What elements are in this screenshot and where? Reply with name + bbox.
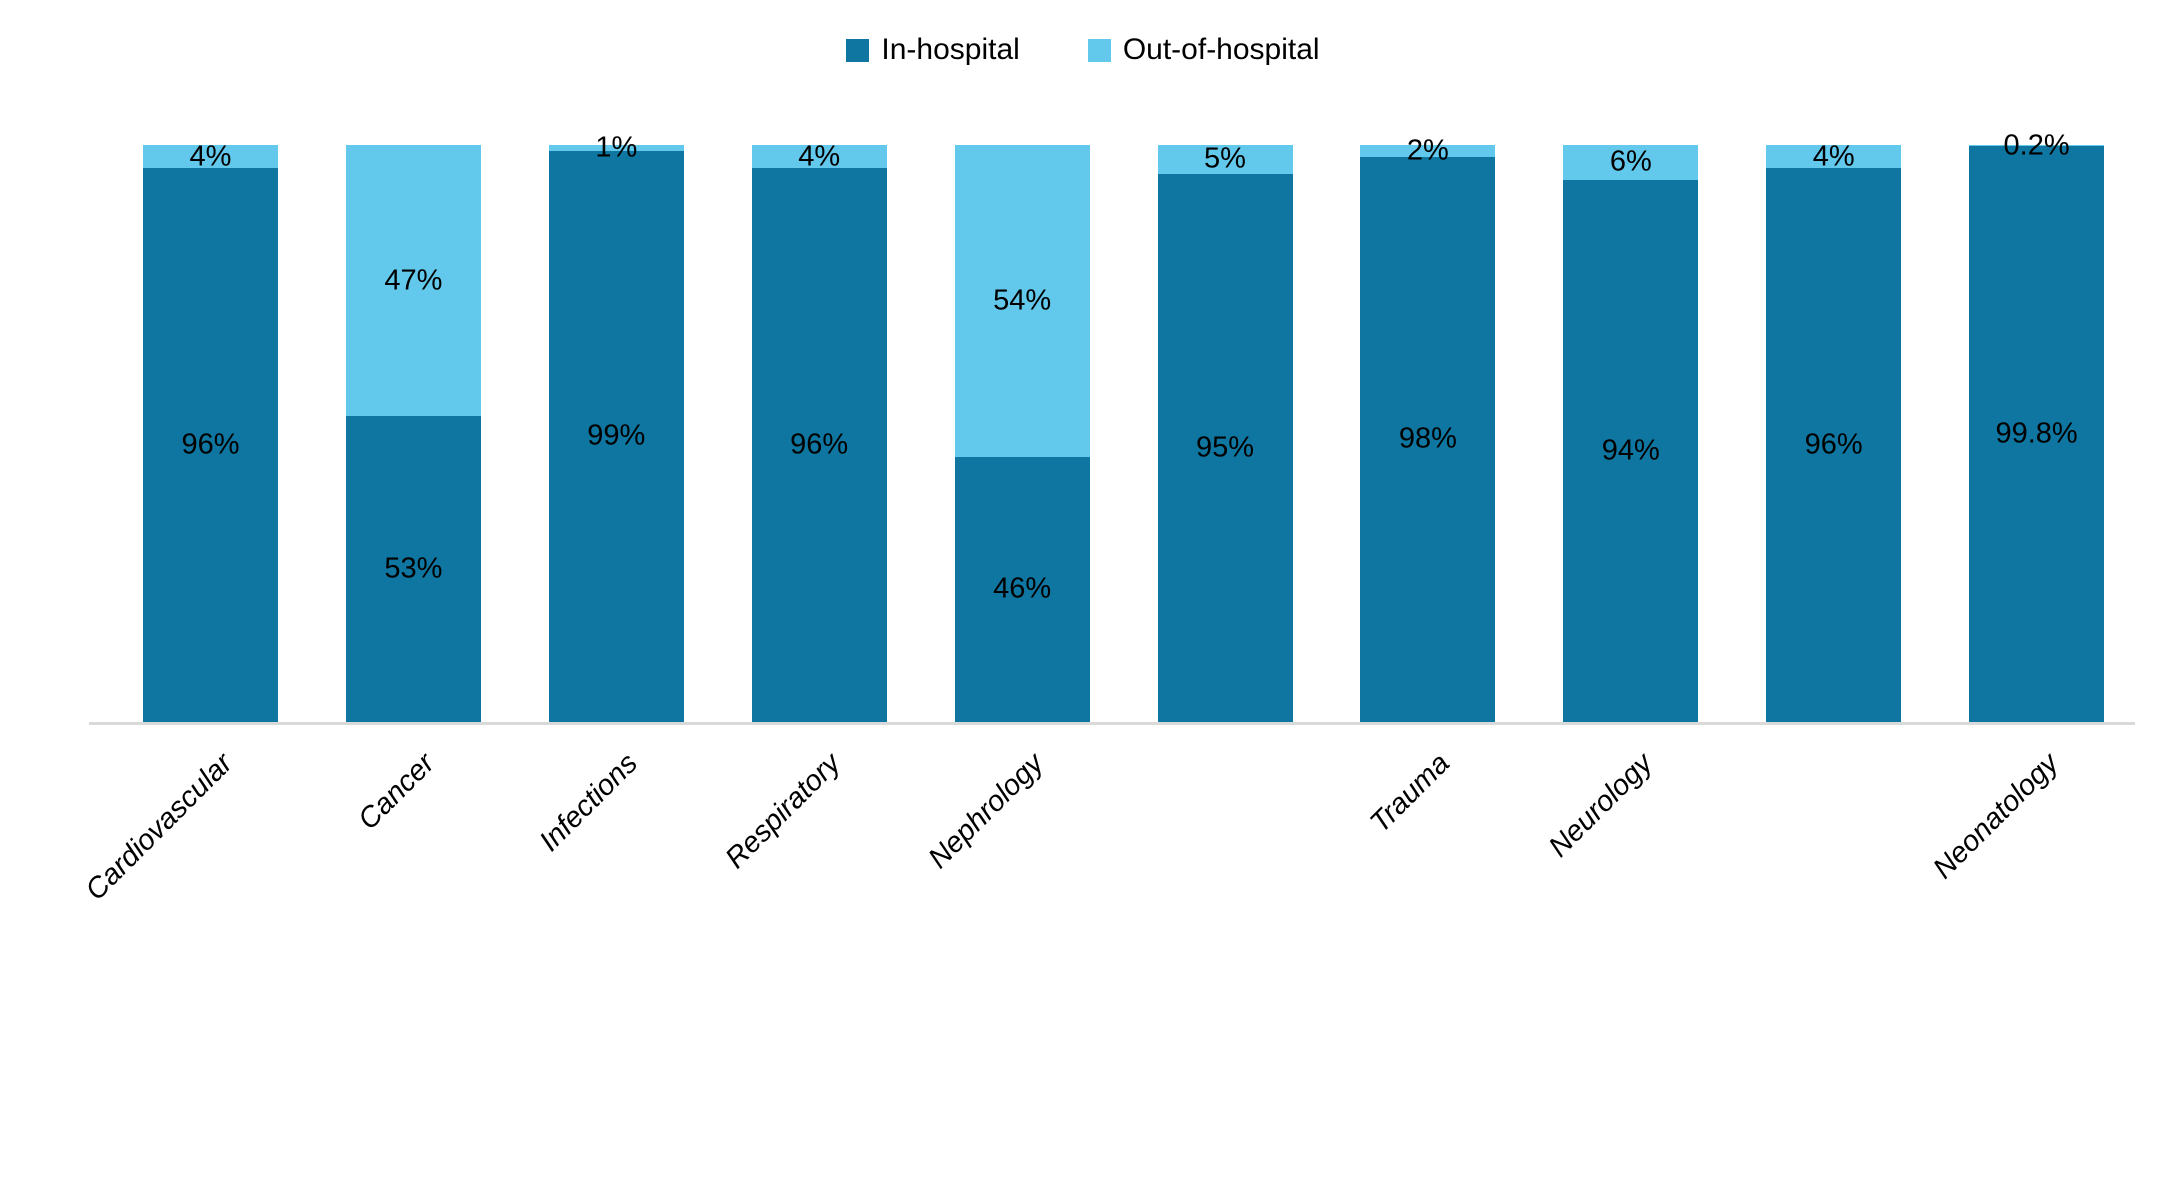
x-axis-line bbox=[89, 722, 2135, 725]
data-label-out-of-hospital: 2% bbox=[1406, 134, 1449, 167]
bar-segment-out-of-hospital bbox=[548, 145, 684, 151]
bar-segment-out-of-hospital bbox=[954, 145, 1090, 457]
category-label: Respiratory bbox=[719, 747, 848, 875]
data-label-out-of-hospital: 47% bbox=[384, 264, 443, 297]
data-label-out-of-hospital: 4% bbox=[798, 140, 841, 173]
bar-segment-out-of-hospital bbox=[1766, 145, 1902, 169]
data-label-in-hospital: 96% bbox=[181, 428, 240, 461]
legend-item-out-of-hospital: Out-of-hospital bbox=[1087, 33, 1320, 66]
bar-segment-in-hospital bbox=[1360, 156, 1496, 722]
data-label-in-hospital: 96% bbox=[1804, 428, 1863, 461]
bar-segment-in-hospital bbox=[143, 168, 278, 722]
data-label-in-hospital: 96% bbox=[790, 428, 849, 461]
bar-segment-in-hospital bbox=[751, 168, 887, 722]
category-label: Nephrology bbox=[922, 747, 1051, 875]
data-label-in-hospital: 99.8% bbox=[1995, 417, 2078, 450]
data-label-out-of-hospital: 54% bbox=[993, 284, 1052, 317]
category-label: Infections bbox=[533, 747, 645, 858]
category-label: Neurology bbox=[1542, 747, 1659, 864]
legend-swatch-in-hospital-icon bbox=[846, 38, 870, 62]
data-label-in-hospital: 46% bbox=[993, 572, 1052, 605]
data-label-out-of-hospital: 1% bbox=[595, 131, 638, 164]
bar-segment-in-hospital bbox=[345, 416, 481, 722]
bar-segment-in-hospital bbox=[1157, 173, 1293, 722]
bar-segment-out-of-hospital bbox=[1157, 145, 1293, 174]
data-label-out-of-hospital: 6% bbox=[1609, 145, 1652, 178]
data-label-out-of-hospital: 4% bbox=[1812, 140, 1855, 173]
bar-segment-in-hospital bbox=[548, 150, 684, 722]
bar-segment-in-hospital bbox=[1969, 146, 2105, 722]
bar-segment-out-of-hospital bbox=[345, 145, 481, 417]
plot-area: 96% 4% Cardiovascular 53% 47% Cancer 99% 1% Infe… bbox=[79, 129, 2135, 907]
category-label: Neonatology bbox=[1926, 747, 2065, 886]
data-label-out-of-hospital: 0.2% bbox=[2003, 129, 2070, 162]
bar-segment-in-hospital bbox=[954, 456, 1090, 722]
category-label: Trauma bbox=[1364, 747, 1456, 840]
legend-label-in-hospital: In-hospital bbox=[881, 33, 1020, 66]
legend-item-in-hospital: In-hospital bbox=[846, 33, 1020, 66]
bar-segment-out-of-hospital bbox=[143, 145, 278, 169]
data-label-in-hospital: 98% bbox=[1398, 422, 1457, 455]
category-label: Cancer bbox=[352, 747, 442, 837]
data-label-out-of-hospital: 4% bbox=[189, 140, 232, 173]
bar-segment-out-of-hospital bbox=[751, 145, 887, 169]
bar-segment-out-of-hospital bbox=[1360, 145, 1496, 157]
data-label-in-hospital: 95% bbox=[1195, 431, 1255, 464]
data-label-in-hospital: 99% bbox=[587, 419, 646, 452]
legend-label-out-of-hospital: Out-of-hospital bbox=[1122, 33, 1320, 66]
data-label-in-hospital: 94% bbox=[1601, 434, 1660, 467]
chart-legend: In-hospital Out-of-hospital bbox=[0, 28, 2166, 72]
bar-segment-in-hospital bbox=[1563, 179, 1699, 722]
bar-segment-in-hospital bbox=[1766, 168, 1902, 722]
stacked-bar-chart: In-hospital Out-of-hospital 96% 4% Cardiov… bbox=[0, 28, 2166, 907]
bar-segment-out-of-hospital bbox=[1969, 145, 2105, 147]
data-label-out-of-hospital: 5% bbox=[1204, 142, 1246, 175]
data-label-in-hospital: 53% bbox=[384, 552, 443, 585]
bar-segment-out-of-hospital bbox=[1563, 145, 1699, 180]
legend-swatch-out-of-hospital-icon bbox=[1087, 38, 1111, 62]
